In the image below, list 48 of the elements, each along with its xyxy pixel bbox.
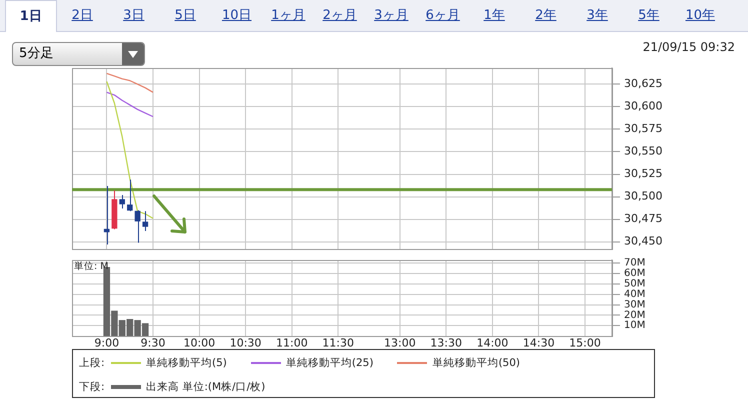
x-tick-label: 15:00 [569,336,601,350]
text: 1日 [5,0,56,32]
text: 5日 [174,7,197,25]
x-tick-label: 10:30 [230,336,262,350]
legend-label: 出来高 単位:(M株/口/枚) [146,380,266,394]
x-tick-label: 11:30 [322,336,354,350]
text: 3日 [122,7,146,25]
legend-title: 下段: [79,380,106,394]
legend-label: 単純移動平均(5) [146,356,227,370]
y-tick-label: 30M [624,299,646,310]
y-tick-label: 20M [624,310,646,321]
text: 2日 [70,7,94,25]
y-tick-label: 30,600 [624,100,662,113]
text: 1ヶ月 [270,7,306,25]
text: 1年 [482,7,506,25]
y-tick-label: 30,625 [624,77,662,90]
y-tick-label: 30,525 [624,167,662,180]
y-tick-label: 30,575 [624,122,662,136]
text: 10日 [220,7,253,25]
y-tick-label: 30,500 [624,190,662,203]
y-tick-label: 60M [624,268,646,280]
x-tick-label: 13:30 [430,336,462,350]
text: 3ヶ月 [373,7,410,25]
y-tick-label: 30,475 [624,212,662,226]
legend-label: 単純移動平均(25) [286,356,374,370]
text: 6ヶ月 [424,7,461,25]
y-tick-label: 50M [624,278,646,290]
y-tick-label: 30,550 [624,144,662,158]
y-tick-label: 10M [624,320,646,332]
text: 3年 [586,7,609,25]
x-tick-label: 13:00 [384,336,416,350]
text: 10年 [684,7,716,25]
text: 2年 [534,7,558,25]
x-tick-label: 9:00 [94,336,120,350]
y-tick-label: 40M [624,288,646,300]
text: 2ヶ月 [322,7,358,25]
x-tick-label: 11:00 [276,336,308,350]
legend-title: 上段: [79,356,106,370]
x-tick-label: 14:30 [522,336,555,350]
y-tick-label: 70M [624,258,646,269]
y-tick-label: 30,450 [624,234,662,248]
x-tick-label: 9:30 [140,336,166,350]
text: 5分足 [12,42,145,66]
x-tick-label: 10:00 [183,336,216,350]
x-tick-label: 14:00 [476,336,508,350]
text: 5年 [637,7,660,25]
text: 21/09/15 09:32 [642,40,735,54]
legend-label: 単純移動平均(50) [432,356,520,370]
